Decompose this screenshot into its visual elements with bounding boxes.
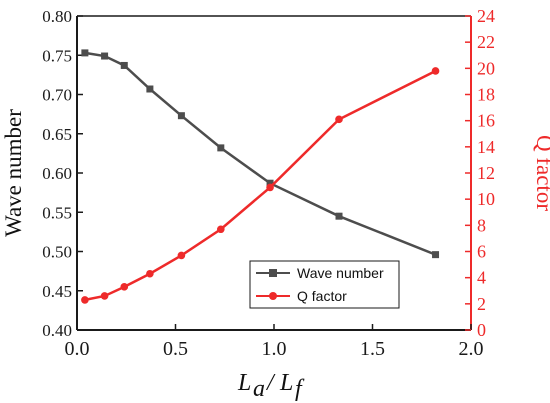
x-axis-label: L a / L f bbox=[237, 370, 305, 402]
y-right-tick-label: 12 bbox=[477, 163, 495, 183]
y-right-tick-label: 22 bbox=[477, 32, 495, 52]
q-factor-point bbox=[100, 292, 109, 300]
wave-number-point bbox=[335, 212, 343, 220]
wave-number-point bbox=[266, 179, 274, 187]
y-right-tick-label: 6 bbox=[477, 242, 486, 262]
y-right-tick-label: 8 bbox=[477, 215, 486, 235]
x-tick-label: 1.0 bbox=[262, 338, 287, 360]
wave-number-point bbox=[217, 144, 225, 152]
x-tick-label: 0.0 bbox=[65, 338, 90, 360]
y-right-tick-label: 0 bbox=[477, 320, 486, 340]
wave-number-point bbox=[177, 112, 185, 120]
y-left-tick-label: 0.40 bbox=[42, 321, 72, 340]
legend-wave-number-label: Wave number bbox=[297, 265, 384, 281]
q-factor-point bbox=[431, 67, 440, 75]
x-label-denominator-subscript: f bbox=[295, 376, 305, 402]
x-tick-label: 2.0 bbox=[459, 338, 484, 360]
y-axis-right-label: Q factor bbox=[532, 135, 550, 211]
y-right-tick-label: 20 bbox=[477, 58, 495, 78]
y-right-tick-label: 4 bbox=[477, 268, 486, 288]
y-right-tick-label: 14 bbox=[477, 137, 495, 157]
q-factor-point bbox=[177, 251, 186, 260]
y-right-tick-label: 16 bbox=[477, 111, 495, 131]
y-left-tick-label: 0.75 bbox=[42, 46, 72, 65]
q-factor-point bbox=[266, 183, 274, 192]
y-left-tick-label: 0.60 bbox=[42, 164, 72, 183]
wave-number-series-line bbox=[84, 51, 437, 256]
x-axis-ticks: 0.0 0.5 1.0 1.5 2.0 bbox=[65, 324, 484, 360]
y-right-tick-label: 10 bbox=[477, 189, 495, 209]
q-factor-point bbox=[217, 225, 225, 234]
q-factor-point bbox=[120, 283, 129, 291]
q-factor-point bbox=[81, 296, 89, 304]
wave-number-point bbox=[101, 52, 109, 60]
y-left-tick-label: 0.55 bbox=[42, 203, 72, 222]
legend-q-factor-label: Q factor bbox=[297, 288, 347, 304]
x-label-numerator: L bbox=[237, 370, 251, 396]
legend-q-factor-marker bbox=[269, 292, 277, 300]
wave-number-point bbox=[120, 61, 128, 69]
y-left-tick-label: 0.65 bbox=[42, 125, 72, 144]
series-layer bbox=[81, 49, 440, 304]
y-axis-left-label: Wave number bbox=[1, 109, 26, 237]
x-label-numerator-subscript: a bbox=[253, 376, 265, 402]
x-tick-label: 1.5 bbox=[360, 338, 385, 360]
q-factor-point bbox=[146, 269, 154, 278]
legend: Wave number Q factor bbox=[249, 260, 400, 309]
wave-number-point bbox=[432, 251, 440, 259]
y-right-tick-label: 18 bbox=[477, 85, 495, 105]
y-right-tick-label: 24 bbox=[477, 6, 495, 26]
x-label-denominator: L bbox=[279, 370, 293, 396]
legend-box bbox=[249, 260, 400, 309]
y-right-tick-label: 2 bbox=[477, 294, 486, 314]
y-left-tick-label: 0.80 bbox=[42, 7, 72, 26]
left-y-axis-ticks: 0.40 0.45 0.50 0.55 0.60 0.65 0.70 0.75 0.80 bbox=[42, 7, 83, 340]
x-label-slash: / bbox=[265, 370, 276, 396]
y-left-tick-label: 0.45 bbox=[42, 282, 72, 301]
legend-wave-number-marker bbox=[269, 269, 277, 277]
y-left-tick-label: 0.50 bbox=[42, 243, 72, 262]
q-factor-point bbox=[335, 115, 343, 124]
x-tick-label: 0.5 bbox=[163, 338, 188, 360]
wave-number-point bbox=[81, 49, 89, 57]
wave-number-point bbox=[146, 85, 154, 93]
y-left-tick-label: 0.70 bbox=[42, 86, 72, 105]
